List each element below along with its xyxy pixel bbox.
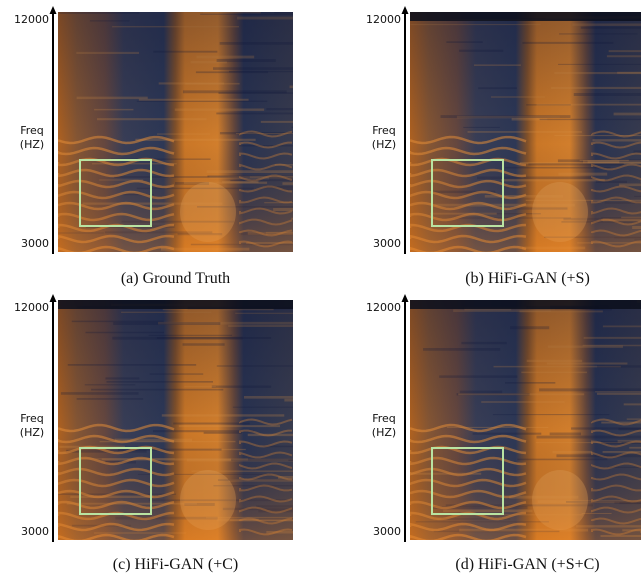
axis-arrow xyxy=(48,6,58,254)
caption: (c) HiFi-GAN (+C) xyxy=(58,556,293,574)
y-axis-label: (HZ) xyxy=(364,426,404,439)
y-axis-label: Freq xyxy=(12,412,52,425)
shading xyxy=(410,12,641,252)
spectrogram xyxy=(410,12,641,252)
shading xyxy=(410,300,641,540)
spectrogram xyxy=(58,12,293,252)
caption: (d) HiFi-GAN (+S+C) xyxy=(410,556,641,574)
caption: (a) Ground Truth xyxy=(58,270,293,288)
arrow-head xyxy=(50,6,57,14)
y-top-label: 12000 xyxy=(355,301,401,314)
top-band xyxy=(410,12,641,21)
y-bottom-label: 3000 xyxy=(3,237,49,250)
figure: 12000Freq(HZ)3000(a) Ground Truth12000Fr… xyxy=(0,0,641,577)
arrow-head xyxy=(402,6,409,14)
top-band xyxy=(410,300,641,309)
arrow-head xyxy=(402,294,409,302)
arrow-head xyxy=(50,294,57,302)
y-bottom-label: 3000 xyxy=(355,525,401,538)
spectrogram xyxy=(58,300,293,540)
y-axis-label: (HZ) xyxy=(12,138,52,151)
y-axis-label: Freq xyxy=(364,412,404,425)
shading xyxy=(58,12,293,252)
axis-arrow xyxy=(48,294,58,542)
shading xyxy=(58,300,293,540)
y-axis-label: (HZ) xyxy=(364,138,404,151)
axis-arrow xyxy=(400,6,410,254)
y-top-label: 12000 xyxy=(355,13,401,26)
top-band xyxy=(58,300,293,309)
y-axis-label: Freq xyxy=(12,124,52,137)
axis-arrow xyxy=(400,294,410,542)
y-top-label: 12000 xyxy=(3,13,49,26)
spectrogram xyxy=(410,300,641,540)
y-bottom-label: 3000 xyxy=(3,525,49,538)
y-axis-label: (HZ) xyxy=(12,426,52,439)
caption: (b) HiFi-GAN (+S) xyxy=(410,270,641,288)
y-top-label: 12000 xyxy=(3,301,49,314)
y-axis-label: Freq xyxy=(364,124,404,137)
y-bottom-label: 3000 xyxy=(355,237,401,250)
